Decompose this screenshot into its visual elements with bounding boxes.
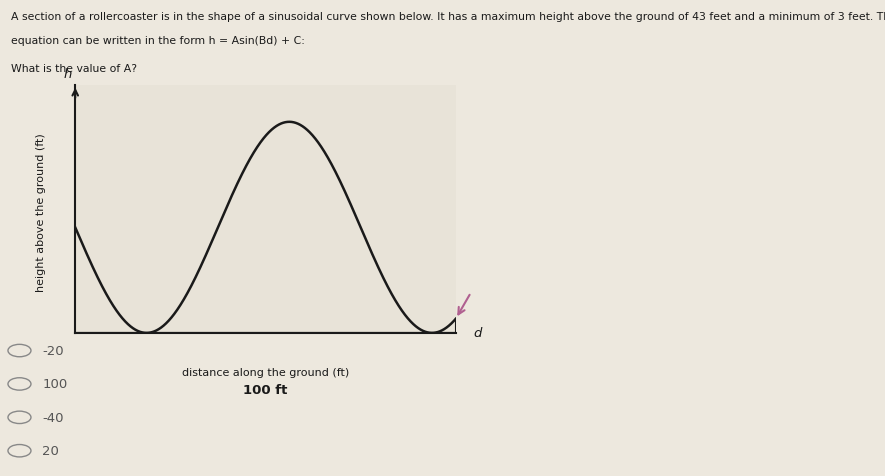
Text: d: d (473, 327, 481, 340)
Text: equation can be written in the form h = Asin(Bd) + C:: equation can be written in the form h = … (11, 36, 304, 46)
Text: -40: -40 (42, 411, 64, 424)
Text: A section of a rollercoaster is in the shape of a sinusoidal curve shown below. : A section of a rollercoaster is in the s… (11, 12, 885, 22)
Text: 100: 100 (42, 377, 68, 391)
Text: distance along the ground (ft): distance along the ground (ft) (182, 367, 349, 377)
Text: What is the value of A?: What is the value of A? (11, 64, 136, 74)
Text: -20: -20 (42, 344, 64, 357)
Text: h: h (64, 68, 72, 80)
Text: height above the ground (ft): height above the ground (ft) (36, 133, 46, 291)
Text: 100 ft: 100 ft (243, 383, 288, 396)
Text: 20: 20 (42, 444, 59, 457)
